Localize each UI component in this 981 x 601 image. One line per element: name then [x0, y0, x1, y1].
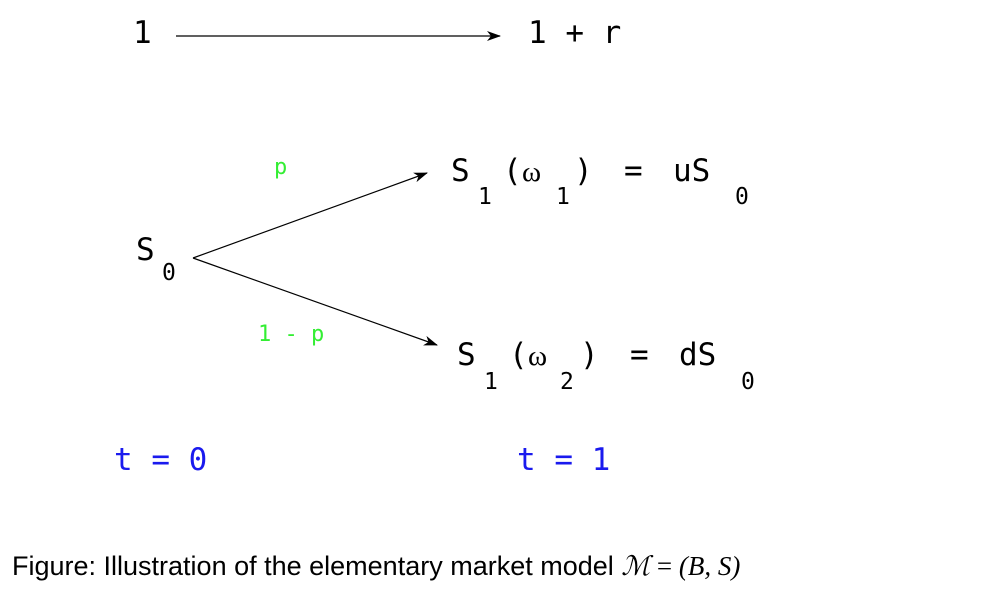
stock-start-symbol: S [136, 232, 155, 268]
down-omega-symbol: ω [528, 340, 547, 372]
time-label-t0: t = 0 [114, 442, 207, 478]
up-omega-subscript: 1 [556, 184, 570, 210]
up-state-expression: S 1 ( ω 1 ) = uS 0 [451, 153, 749, 210]
up-omega-symbol: ω [522, 156, 541, 188]
down-rhs-subscript: 0 [741, 369, 755, 395]
down-rhs-value: dS [679, 337, 716, 373]
down-branch-arrow [192, 257, 438, 346]
down-open-paren: ( [509, 337, 528, 373]
down-omega-subscript: 2 [560, 369, 574, 395]
time-label-t1: t = 1 [517, 442, 610, 478]
up-equals-sign: = [624, 153, 643, 189]
up-probability-label: p [274, 155, 287, 180]
caption-equals: = [650, 551, 679, 581]
figure-caption: Figure: Illustration of the elementary m… [12, 551, 740, 582]
bond-end-label: 1 + r [528, 15, 621, 51]
down-state-symbol: S [457, 337, 476, 373]
down-probability-label: 1 - p [258, 322, 324, 347]
caption-model-args: (B, S) [678, 551, 741, 581]
up-open-paren: ( [503, 153, 522, 189]
caption-model-symbol: ℳ [621, 551, 651, 582]
down-close-paren: ) [580, 337, 599, 373]
up-rhs-value: uS [673, 153, 710, 189]
up-rhs-subscript: 0 [735, 184, 749, 210]
up-branch-arrow [192, 172, 428, 259]
caption-text: Figure: Illustration of the elementary m… [12, 551, 622, 581]
stock-start-subscript: 0 [162, 260, 176, 286]
up-state-symbol: S [451, 153, 470, 189]
down-state-subscript: 1 [484, 369, 498, 395]
bond-start-label: 1 [133, 15, 152, 51]
up-state-subscript: 1 [478, 184, 492, 210]
up-close-paren: ) [574, 153, 593, 189]
down-state-expression: S 1 ( ω 2 ) = dS 0 [457, 337, 755, 395]
down-equals-sign: = [630, 337, 649, 373]
